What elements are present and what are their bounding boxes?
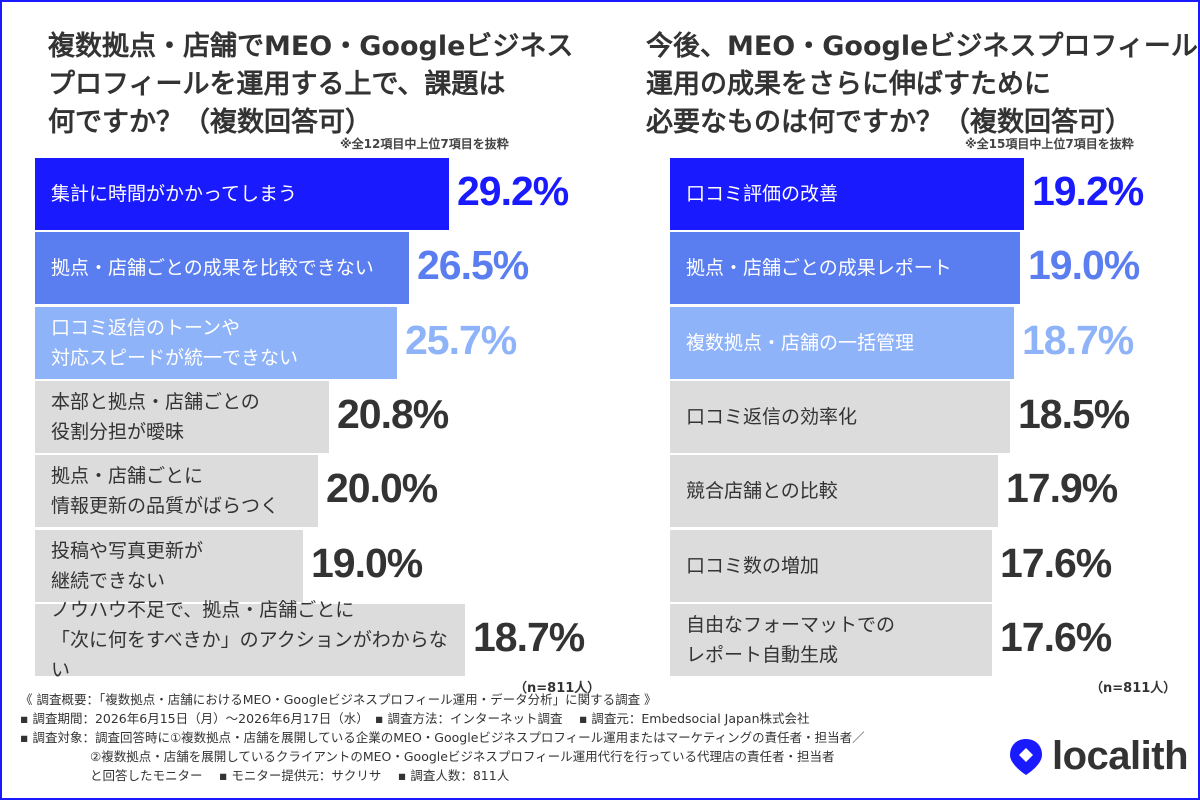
bar-label: 口コミ返信のトーンや 対応スピードが統一できない (51, 316, 299, 369)
bar-label: 拠点・店舗ごとに 情報更新の品質がばらつく (51, 465, 280, 518)
value-label: 29.2% (457, 168, 569, 214)
value-label: 19.0% (311, 539, 423, 586)
value-label: 20.0% (326, 465, 438, 512)
bar: 口コミ数の増加 (670, 529, 992, 602)
bar-label: 複数拠点・店舗の一括管理 (686, 331, 915, 354)
bar-label: 集計に時間がかかってしまう (51, 183, 298, 205)
bar: 拠点・店舗ごとの成果レポート (670, 232, 1020, 305)
bar: ノウハウ不足で、拠点・店舗ごとに 「次に何をすべきか」のアクションがわからない (35, 599, 465, 681)
title-line: 運用の成果をさらに伸ばすために (646, 69, 1051, 100)
title-line: 必要なものは何ですか？（複数回答可） (646, 107, 1132, 138)
bar-label: 拠点・店舗ごとの成果を比較できない (51, 257, 374, 280)
value-label: 20.8% (337, 390, 449, 437)
logo: localith (1008, 734, 1189, 779)
location-pin-icon (1010, 738, 1042, 775)
bar-label: 口コミ数の増加 (686, 554, 820, 577)
chart-left-n-label: （n=811人） (514, 681, 601, 696)
chart-left-note: ※全12項目中上位7項目を抜粋 (340, 137, 509, 151)
survey-overview: 《 調査概要：「複数拠点・店舗におけるMEO・Googleビジネスプロフィール運… (20, 690, 865, 785)
logo-text: localith (1052, 734, 1189, 778)
chart-left-title: 複数拠点・店舗でMEO・Googleビジネス プロフィールを運用する上で、課題は何… (48, 28, 573, 142)
bar-label: 口コミ評価の改善 (686, 183, 839, 205)
value-label: 17.6% (1000, 613, 1112, 660)
bar: 集計に時間がかかってしまう (35, 158, 449, 230)
bar-label: 投稿や写真更新が 継続できない (51, 539, 204, 592)
bar: 口コミ返信の効率化 (670, 380, 1010, 453)
title-line: 今後、MEO・Googleビジネスプロフィール (646, 31, 1198, 62)
value-label: 18.7% (473, 613, 585, 660)
value-label: 19.0% (1028, 242, 1140, 289)
title-line: プロフィールを運用する上で、課題は (48, 69, 506, 100)
value-label: 25.7% (405, 316, 517, 363)
bar-label: ノウハウ不足で、拠点・店舗ごとに 「次に何をすべきか」のアクションがわからない (51, 598, 448, 681)
title-line: 何ですか？（複数回答可） (48, 107, 372, 138)
bar: 投稿や写真更新が 継続できない (35, 529, 303, 602)
survey-heading: 《 調査概要：「複数拠点・店舗におけるMEO・Googleビジネスプロフィール運… (20, 692, 657, 707)
bar-label: 競合店舗との比較 (686, 480, 838, 503)
bar: 拠点・店舗ごとの成果を比較できない (35, 232, 409, 305)
bar: 自由なフォーマットでの レポート自動生成 (670, 603, 992, 676)
value-label: 17.9% (1006, 465, 1118, 512)
value-label: 18.5% (1018, 390, 1130, 437)
value-label: 26.5% (417, 242, 529, 289)
bar-label: 拠点・店舗ごとの成果レポート (686, 257, 952, 280)
bar: 口コミ評価の改善 (670, 158, 1024, 230)
value-label: 17.6% (1000, 539, 1112, 586)
survey-target: ▪ 調査対象：調査回答時に①複数拠点・店舗を展開している企業のMEO・Googl… (20, 730, 865, 745)
survey-target-cont: ②複数拠点・店舗を展開しているクライアントのMEO・Googleビジネスプロフィ… (90, 749, 835, 764)
chart-right-note: ※全15項目中上位7項目を抜粋 (965, 137, 1134, 151)
bar: 競合店舗との比較 (670, 455, 998, 528)
bar-label: 本部と拠点・店舗ごとの 役割分担が曖昧 (51, 390, 260, 443)
value-label: 19.2% (1032, 168, 1144, 214)
bar-label: 自由なフォーマットでの レポート自動生成 (686, 613, 896, 666)
survey-period: ▪ 調査期間：2026年6月15日（月）〜2026年6月17日（水） ▪ 調査方… (20, 711, 810, 726)
bar-label: 口コミ返信の効率化 (686, 405, 858, 428)
title-line: 複数拠点・店舗でMEO・Googleビジネス (48, 31, 574, 62)
bar: 拠点・店舗ごとに 情報更新の品質がばらつく (35, 455, 318, 528)
bar: 口コミ返信のトーンや 対応スピードが統一できない (35, 306, 397, 379)
value-label: 18.7% (1022, 316, 1134, 363)
bar: 本部と拠点・店舗ごとの 役割分担が曖昧 (35, 380, 329, 453)
survey-monitor: と回答したモニター ▪ モニター提供元：サクリサ ▪ 調査人数：811人 (90, 768, 510, 783)
bar: 複数拠点・店舗の一括管理 (670, 306, 1014, 379)
chart-right-title: 今後、MEO・Googleビジネスプロフィール 運用の成果をさらに伸ばすために必要… (646, 28, 1198, 142)
chart-right-n-label: （n=811人） (1090, 681, 1177, 696)
